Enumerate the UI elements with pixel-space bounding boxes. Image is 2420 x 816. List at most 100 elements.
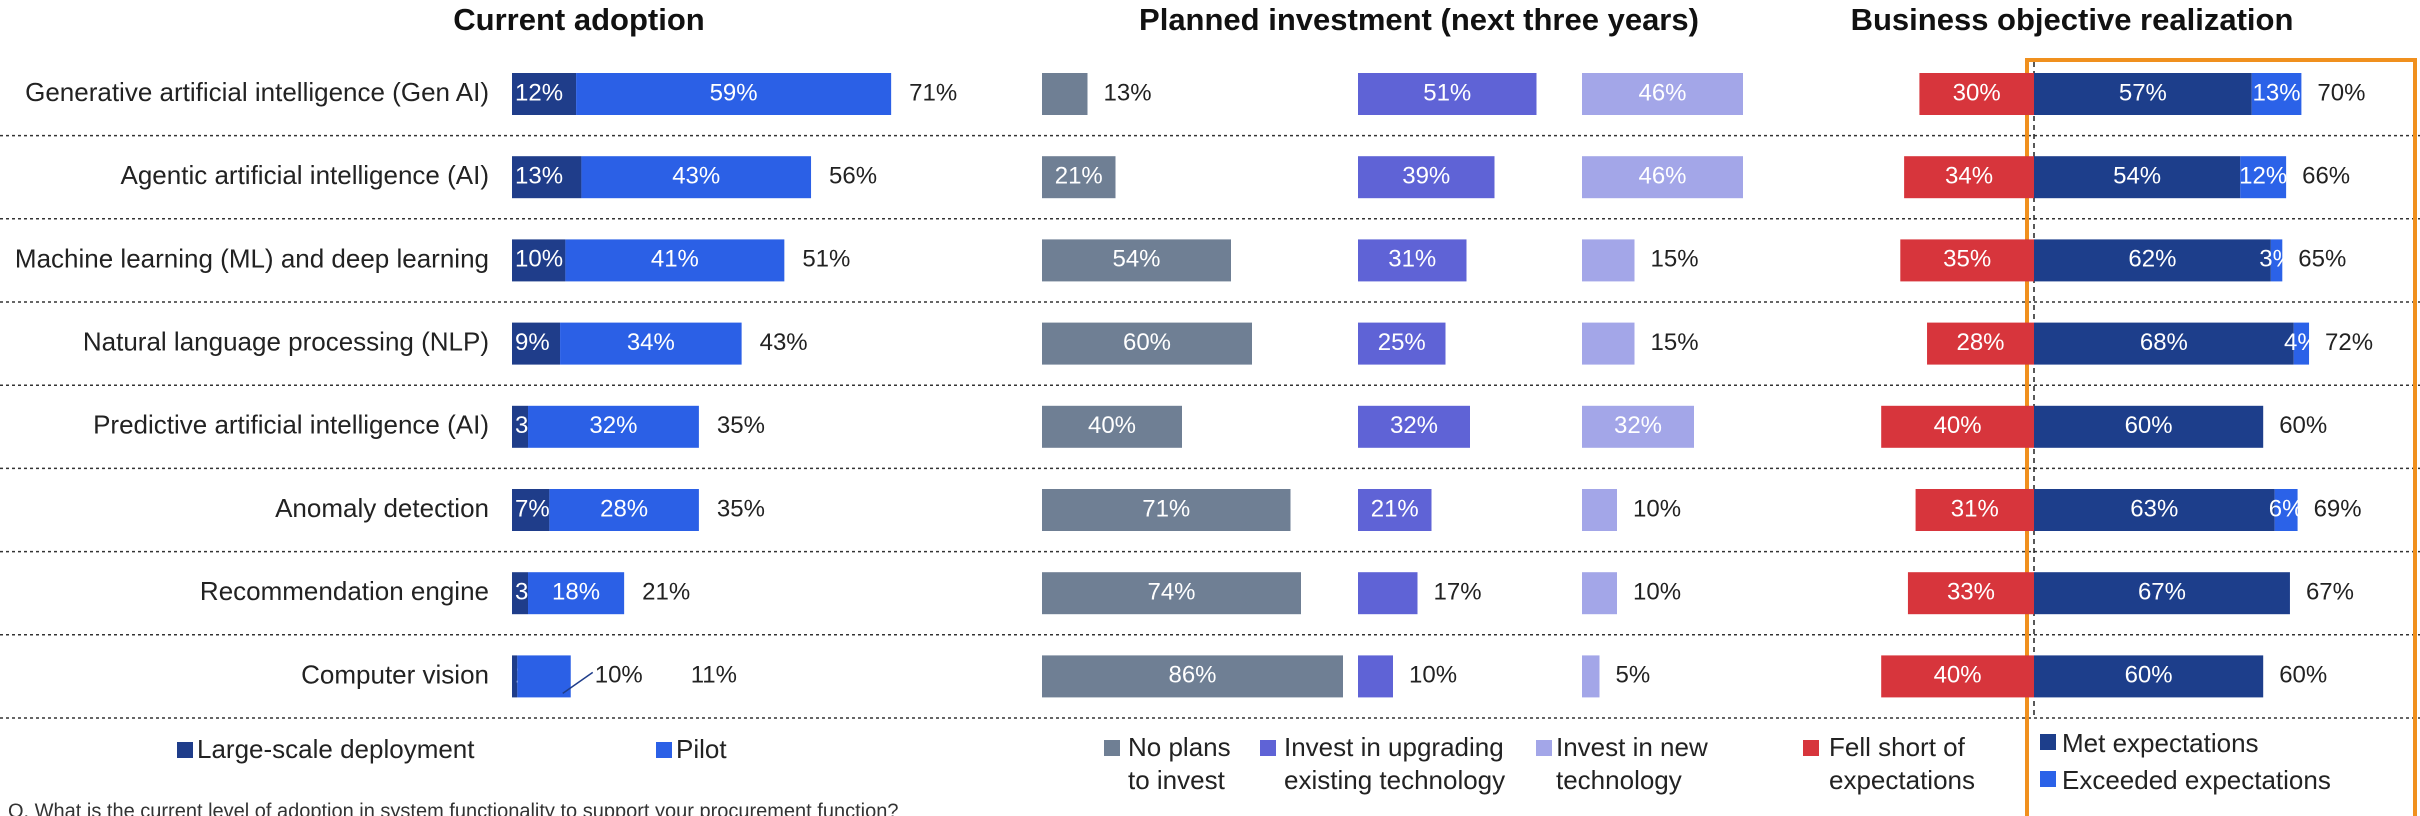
- value-label: 65%: [2298, 246, 2346, 273]
- row-label: Predictive artificial intelligence (AI): [93, 410, 489, 440]
- bar: [512, 73, 577, 115]
- bar: [2293, 322, 2310, 365]
- bar: [1881, 655, 2034, 698]
- value-label: 32%: [589, 412, 637, 439]
- legend-swatch: [1260, 740, 1276, 756]
- value-label: 66%: [2302, 163, 2350, 190]
- value-label: 67%: [2306, 579, 2354, 606]
- legend-label: No plans to invest: [1128, 732, 1231, 795]
- value-label: 86%: [1168, 662, 1216, 689]
- value-label: 41%: [651, 246, 699, 273]
- value-label: 21%: [642, 579, 690, 606]
- value-label: 39%: [1402, 163, 1450, 190]
- panel-title: Business objective realization: [1851, 2, 2294, 37]
- value-label: 28%: [600, 495, 648, 522]
- legend-label: Fell short of expectations: [1829, 732, 1975, 795]
- bar: [1358, 572, 1418, 615]
- value-label: 72%: [2325, 329, 2373, 356]
- legend-label: Met expectations: [2062, 728, 2259, 758]
- value-label: 34%: [627, 329, 675, 356]
- value-label: 31%: [1951, 495, 1999, 522]
- value-label: 11%: [691, 662, 737, 689]
- value-label: 67%: [2138, 579, 2186, 606]
- value-label: 15%: [1651, 246, 1699, 273]
- leader-line: [562, 671, 594, 695]
- panel-title: Planned investment (next three years): [1139, 2, 1699, 37]
- bar: [560, 322, 742, 365]
- value-label: 71%: [1142, 495, 1190, 522]
- value-label: 9%: [515, 329, 550, 356]
- bar: [1904, 156, 2034, 199]
- legend-swatch: [1104, 740, 1120, 756]
- bar: [2034, 489, 2275, 531]
- bar: [1358, 405, 1470, 448]
- bar: [1881, 405, 2034, 448]
- value-label: 3%: [2259, 246, 2294, 273]
- value-label: 59%: [710, 79, 758, 106]
- value-label: 46%: [1638, 79, 1686, 106]
- bar: [512, 655, 518, 698]
- bar: [2034, 73, 2252, 115]
- value-label: 74%: [1147, 579, 1195, 606]
- bar: [1582, 239, 1635, 282]
- value-label: 51%: [1423, 79, 1471, 106]
- value-label: 40%: [1088, 412, 1136, 439]
- value-label: 7%: [515, 495, 550, 522]
- value-label: 10%: [595, 662, 643, 689]
- bar: [1927, 322, 2034, 365]
- value-label: 69%: [2314, 495, 2362, 522]
- legend-label: Large-scale deployment: [197, 734, 475, 764]
- value-label: 54%: [2113, 163, 2161, 190]
- value-label: 6%: [2269, 495, 2304, 522]
- bar: [1582, 322, 1635, 365]
- row-label: Recommendation engine: [200, 576, 489, 606]
- bar: [2270, 239, 2283, 282]
- value-label: 18%: [552, 579, 600, 606]
- value-label: 70%: [2317, 79, 2365, 106]
- value-label: 32%: [1614, 412, 1662, 439]
- bar: [1582, 405, 1694, 448]
- legend-label: Invest in new technology: [1556, 732, 1708, 795]
- value-label: 28%: [1956, 329, 2004, 356]
- bar: [512, 489, 550, 531]
- bar: [1358, 239, 1467, 282]
- row-label: Agentic artificial intelligence (AI): [121, 160, 490, 190]
- legend-swatch: [1536, 740, 1552, 756]
- bar: [1358, 73, 1537, 115]
- value-label: 33%: [1947, 579, 1995, 606]
- bar: [512, 156, 582, 199]
- legend-swatch: [2040, 734, 2056, 750]
- value-label: 46%: [1638, 163, 1686, 190]
- value-label: 51%: [802, 246, 850, 273]
- value-label: 31%: [1388, 246, 1436, 273]
- bar: [1582, 655, 1600, 698]
- bar: [1042, 239, 1231, 282]
- bar: [1582, 572, 1617, 615]
- value-label: 40%: [1934, 412, 1982, 439]
- value-label: 17%: [1434, 579, 1482, 606]
- value-label: 13%: [1104, 79, 1152, 106]
- bar: [1907, 572, 2034, 615]
- bar: [1358, 322, 1446, 365]
- bar: [512, 405, 529, 448]
- bar: [512, 572, 529, 615]
- bar: [576, 73, 892, 115]
- bar: [1582, 73, 1743, 115]
- value-label: 10%: [1409, 662, 1457, 689]
- legend-label: Invest in upgrading existing technology: [1284, 732, 1506, 795]
- bar: [1358, 489, 1432, 531]
- bar: [528, 572, 625, 615]
- value-label: 12%: [2239, 163, 2287, 190]
- value-label: 21%: [1371, 495, 1419, 522]
- bar: [1582, 156, 1743, 199]
- value-label: 54%: [1112, 246, 1160, 273]
- value-label: 71%: [909, 79, 957, 106]
- bar: [549, 489, 699, 531]
- panel-title: Current adoption: [453, 2, 704, 37]
- bar: [2034, 405, 2264, 448]
- bar: [2274, 489, 2298, 531]
- value-label: 5%: [1616, 662, 1651, 689]
- bar: [1042, 489, 1291, 531]
